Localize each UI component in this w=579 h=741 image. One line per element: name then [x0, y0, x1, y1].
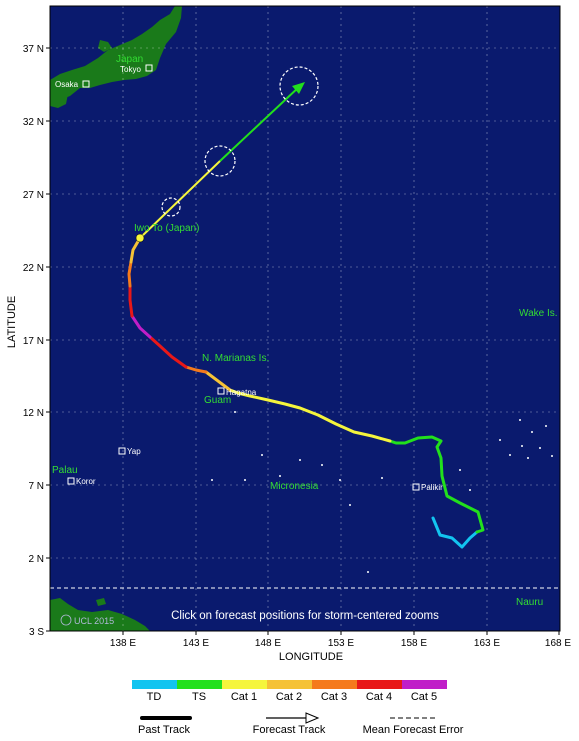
tokyo-marker	[145, 64, 153, 72]
new-guinea-landmass	[50, 598, 150, 631]
lat-tick: 37 N	[23, 44, 44, 55]
label-palikir: Palikir	[421, 483, 443, 492]
past-storm-track	[127, 236, 485, 549]
legend-forecast-track-label: Forecast Track	[253, 724, 326, 736]
lon-tick: 168 E	[545, 638, 571, 649]
lon-tick: 153 E	[328, 638, 354, 649]
forecast-track-far	[219, 85, 301, 162]
current-storm-position[interactable]	[135, 233, 145, 243]
track-segment-cat2-north	[129, 236, 142, 264]
japan-north-island	[98, 40, 112, 52]
legend-label-cat4: Cat 4	[366, 691, 392, 703]
watermark: UCL 2015	[74, 616, 114, 626]
legend-swatch-cat2	[267, 680, 312, 689]
legend-swatch-cat5	[402, 680, 447, 689]
label-wake: Wake Is.	[519, 308, 558, 319]
ocean-area	[50, 6, 560, 631]
label-n-marianas: N. Marianas Is.	[202, 353, 269, 364]
japan-landmass	[50, 6, 182, 102]
lat-tick: 22 N	[23, 263, 44, 274]
label-yap: Yap	[127, 447, 141, 456]
small-islands	[211, 411, 553, 573]
map-frame	[49, 5, 561, 632]
legend-label-cat2: Cat 2	[276, 691, 302, 703]
lon-tick: 158 E	[401, 638, 427, 649]
grid	[50, 6, 560, 631]
track-segment-cat2	[204, 370, 232, 392]
label-tokyo: Tokyo	[120, 65, 141, 74]
legend-mean-error-label: Mean Forecast Error	[363, 724, 464, 736]
koror-marker	[67, 477, 75, 485]
legend-label-td: TD	[147, 691, 162, 703]
label-osaka: Osaka	[55, 80, 79, 89]
track-segment-cat5	[130, 314, 152, 339]
city-markers	[67, 64, 420, 491]
lat-tick-marks	[46, 47, 50, 632]
lon-tick: 138 E	[110, 638, 136, 649]
lat-tick: 2 N	[28, 554, 44, 565]
palikir-marker	[412, 483, 420, 491]
hagatna-marker	[217, 387, 225, 395]
legend-label-cat5: Cat 5	[411, 691, 437, 703]
track-segment-cat4	[148, 335, 188, 369]
lat-tick: 17 N	[23, 336, 44, 347]
lat-tick: 7 N	[28, 481, 44, 492]
label-japan: Japan	[116, 54, 143, 65]
lat-tick: 12 N	[23, 408, 44, 419]
x-axis-title: LONGITUDE	[279, 651, 343, 663]
legend-swatch-cat4	[357, 680, 402, 689]
lon-tick: 143 E	[183, 638, 209, 649]
label-guam: Guam	[204, 395, 231, 406]
label-micronesia: Micronesia	[270, 481, 319, 492]
yap-marker	[118, 447, 126, 455]
map-instruction: Click on forecast positions for storm-ce…	[171, 610, 439, 622]
track-segment-cat4-north	[128, 284, 134, 318]
label-hagatna: Hagatna	[226, 388, 257, 397]
forecast-track-near	[139, 160, 221, 239]
lat-tick: 3 S	[29, 627, 44, 638]
label-iwo-to: Iwo To (Japan)	[134, 223, 199, 234]
lat-tick: 27 N	[23, 190, 44, 201]
legend-label-cat1: Cat 1	[231, 691, 257, 703]
y-axis-title: LATITUDE	[6, 296, 18, 348]
lon-tick-marks	[122, 631, 560, 635]
japan-south-island	[50, 88, 68, 108]
osaka-marker	[82, 80, 90, 88]
forecast-position-1[interactable]	[161, 197, 181, 217]
lat-tick: 32 N	[23, 117, 44, 128]
forecast-arrow-head	[292, 82, 305, 94]
track-segment-cat3	[184, 365, 208, 374]
lon-tick: 163 E	[474, 638, 500, 649]
legend-label-ts: TS	[192, 691, 206, 703]
legend-colorbar	[132, 680, 447, 689]
track-segment-cat1	[228, 388, 392, 443]
legend-swatch-td	[132, 680, 177, 689]
island-north-new-guinea	[96, 598, 106, 606]
label-palau: Palau	[52, 465, 78, 476]
legend-swatch-cat1	[222, 680, 267, 689]
lon-tick: 148 E	[255, 638, 281, 649]
label-nauru: Nauru	[516, 597, 543, 608]
track-segment-ts	[388, 435, 485, 534]
forecast-position-3[interactable]	[279, 66, 319, 106]
track-segment-td	[431, 516, 479, 549]
legend-swatch-ts	[177, 680, 222, 689]
forecast-position-2[interactable]	[204, 145, 236, 177]
legend-swatch-cat3	[312, 680, 357, 689]
track-segment-cat3-north	[127, 260, 133, 288]
label-koror: Koror	[76, 477, 96, 486]
watermark-logo	[60, 614, 72, 626]
legend-label-cat3: Cat 3	[321, 691, 347, 703]
legend-forecast-arrow	[305, 712, 320, 724]
legend-past-track-label: Past Track	[138, 724, 190, 736]
